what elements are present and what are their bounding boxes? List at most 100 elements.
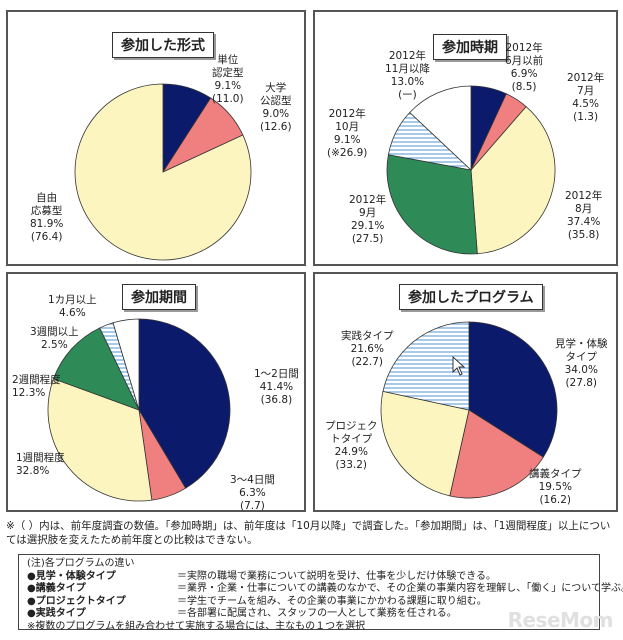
label-line: 見学・体験	[555, 338, 608, 350]
label-line: 単位	[217, 54, 239, 66]
label-line: 8月	[575, 203, 593, 215]
label-line: 9.0%	[262, 108, 290, 120]
slice-label-1-2-days: 1～2日間 41.4% (36.8)	[254, 368, 299, 407]
slice-label-observation-experience: 見学・体験 タイプ 34.0% (27.8)	[555, 338, 608, 390]
label-line: プロジェク	[325, 420, 378, 432]
pie-slice	[112, 318, 140, 411]
label-line: 2012年	[388, 50, 427, 62]
label-line: (16.2)	[539, 494, 572, 506]
label-line: 6.3%	[239, 487, 266, 499]
label-line: 29.1%	[350, 220, 385, 232]
chart-title-program: 参加したプログラム	[399, 284, 543, 310]
footnote: ※（ ）内は、前年度調査の数値。「参加時期」は、前年度は「10月以降」で調査した…	[6, 520, 611, 546]
label-line: (8.5)	[511, 81, 537, 93]
chart-title-timing: 参加時期	[433, 34, 507, 60]
slice-label-lecture: 講義タイプ 19.5% (16.2)	[529, 468, 582, 507]
pie-slice	[53, 327, 140, 411]
slice-label-october: 2012年 10月 9.1% (※26.9)	[327, 108, 367, 160]
slice-label-1-month-plus: 1カ月以上 4.6%	[48, 294, 97, 320]
slice-label-free-application: 自由 応募型 81.9% (76.4)	[30, 192, 63, 244]
slice-label-project: プロジェク トタイプ 24.9% (33.2)	[325, 420, 378, 472]
pie-slice	[468, 321, 558, 458]
label-line: 2012年	[565, 190, 603, 202]
pie-chart-format	[74, 83, 252, 261]
slice-label-july: 2012年 7月 4.5% (1.3)	[567, 72, 604, 124]
label-line: 大学	[265, 82, 287, 94]
label-line: (1.3)	[573, 111, 599, 123]
label-line: 応募型	[30, 205, 63, 217]
pie-slice	[47, 378, 153, 502]
slice-label-june-before: 2012年 6月以前 6.9% (8.5)	[505, 42, 543, 94]
pie-slice	[386, 154, 478, 255]
label-line: 2012年	[505, 42, 543, 54]
label-line: トタイプ	[330, 433, 373, 445]
label-line: (7.7)	[239, 500, 265, 512]
legend-footer: ※複数のプログラムを組み合わせて実施する場合には、主なもの１つを選択	[27, 620, 366, 632]
label-line: 19.5%	[538, 481, 572, 493]
label-line: タイプ	[565, 351, 598, 363]
label-line: 公認型	[260, 95, 292, 107]
label-line: 1カ月以上	[48, 294, 97, 306]
label-line: 6.9%	[510, 68, 538, 80]
panel-participation-timing: 参加時期 2012年 6月以前 6.9% (8.5) 2012年 7月 4.5%…	[313, 10, 618, 266]
slice-label-august: 2012年 8月 37.4% (35.8)	[565, 190, 602, 242]
slice-label-unit-credit: 単位 認定型 9.1% (11.0)	[212, 54, 244, 106]
label-line: (27.8)	[565, 377, 598, 389]
label-line: (12.6)	[260, 121, 292, 133]
label-line: 7月	[577, 85, 595, 97]
label-line: 2.5%	[41, 339, 68, 351]
panel-participation-format: 参加した形式 単位 認定型 9.1% (11.0) 大学 公認型 9.0% (1…	[6, 10, 306, 266]
legend-row: ●講義タイプ ＝業界・企業・仕事についての講義のなかで、その企業の事業内容を理解し…	[27, 583, 623, 594]
slice-label-university-approved: 大学 公認型 9.0% (12.6)	[260, 82, 292, 134]
label-line: 9.1%	[214, 80, 242, 92]
panel-participation-duration: 参加期間 1～2日間 41.4% (36.8) 3～4日間 6.3% (7.7)…	[6, 272, 306, 512]
pie-slice	[382, 321, 470, 411]
label-line: 13.0%	[390, 76, 425, 88]
label-line: (76.4)	[30, 231, 63, 243]
pie-slice	[449, 409, 544, 499]
pie-chart-program	[380, 321, 558, 499]
pie-slice	[470, 106, 556, 255]
label-line: 41.4%	[259, 381, 294, 393]
label-line: 2012年	[349, 194, 387, 206]
resemom-logo: ReseMom	[507, 608, 614, 632]
label-line: 1週間程度	[16, 452, 65, 464]
pie-slice	[409, 85, 472, 171]
label-line: 自由	[36, 192, 58, 204]
label-line: (27.5)	[351, 233, 384, 245]
legend-row: ●見学・体験タイプ ＝実際の職場で業務について説明を受け、仕事を少しだけ体験できる…	[27, 570, 496, 582]
label-line: 21.6%	[350, 343, 384, 355]
label-line: 4.5%	[572, 98, 599, 110]
label-line: (※26.9)	[327, 147, 368, 159]
slice-label-1-week: 1週間程度 32.8%	[16, 452, 65, 478]
label-line: 6月以前	[505, 55, 544, 67]
label-line: (11.0)	[212, 93, 244, 105]
label-line: (ー)	[398, 89, 417, 101]
label-line: 講義タイプ	[529, 468, 582, 480]
label-line: 2週間程度	[12, 374, 61, 386]
label-line: 3～4日間	[230, 474, 275, 486]
legend-row: ●実践タイプ ＝各部署に配属され、スタッフの一人として業務を任される。	[27, 608, 457, 619]
chart-title-format: 参加した形式	[112, 32, 214, 58]
slice-label-3-weeks-plus: 3週間以上 2.5%	[30, 326, 79, 352]
slice-label-2-weeks: 2週間程度 12.3%	[12, 374, 61, 400]
pie-chart-timing	[386, 85, 556, 255]
pie-slice	[138, 318, 231, 489]
label-line: 10月	[335, 121, 360, 133]
label-line: 81.9%	[30, 218, 64, 230]
pie-chart-duration	[47, 318, 231, 502]
label-line: 1～2日間	[254, 368, 299, 380]
label-line: (35.8)	[567, 229, 600, 241]
label-line: 32.8%	[16, 465, 50, 477]
label-line: 12.3%	[12, 387, 46, 399]
slice-label-3-4-days: 3～4日間 6.3% (7.7)	[230, 474, 275, 513]
legend-row: ●プロジェクトタイプ ＝学生でチームを組み、その企業の事業にかかわる課題に取り組む…	[27, 595, 487, 607]
pie-slice	[74, 83, 252, 261]
pie-slice	[380, 390, 470, 497]
label-line: 24.9%	[334, 446, 368, 458]
label-line: 3週間以上	[30, 326, 79, 338]
label-line: (22.7)	[351, 356, 384, 368]
label-line: 4.6%	[59, 307, 86, 319]
label-line: 実践タイプ	[341, 330, 394, 342]
label-line: 37.4%	[566, 216, 601, 228]
